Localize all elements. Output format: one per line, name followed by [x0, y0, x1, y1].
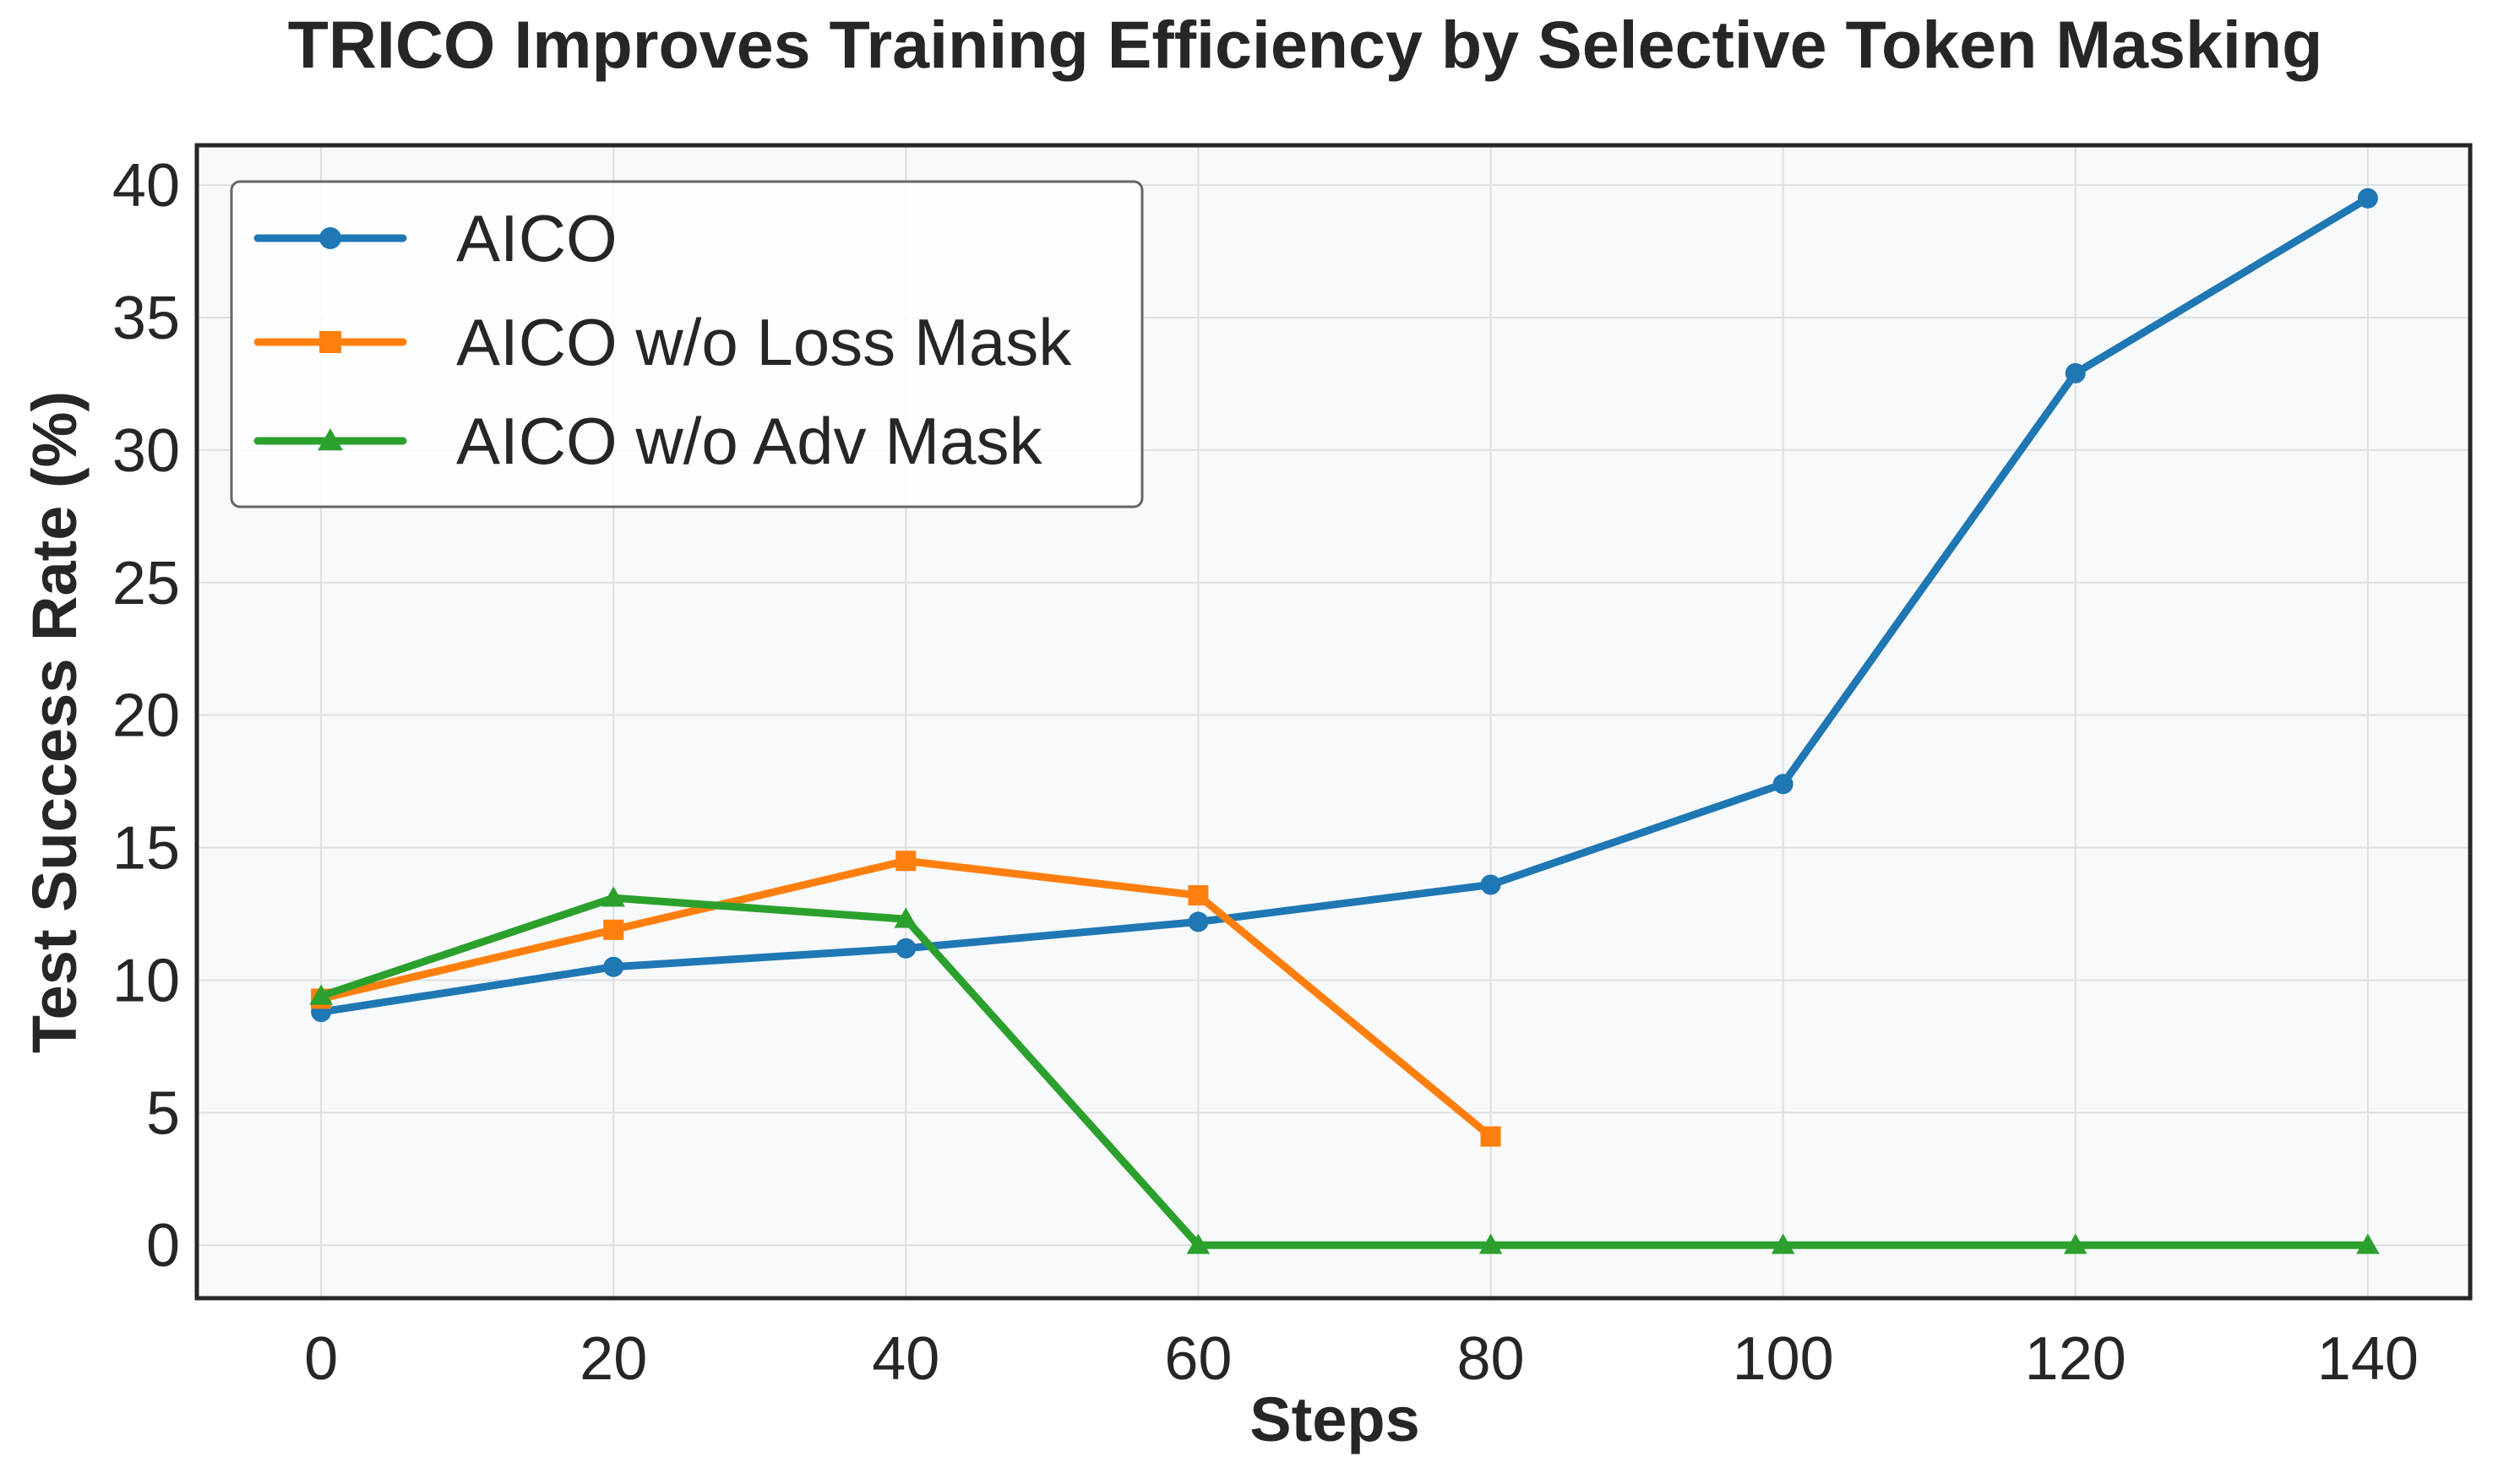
data-point: [1480, 1126, 1501, 1147]
legend-marker: [319, 227, 341, 249]
data-point: [1188, 911, 1209, 932]
legend-label: AICO w/o Adv Mask: [456, 404, 1043, 478]
y-tick-label: 10: [112, 947, 180, 1014]
y-tick-label: 15: [112, 815, 180, 883]
legend-marker: [319, 331, 341, 353]
x-tick-label: 0: [304, 1325, 338, 1393]
y-tick-label: 25: [112, 550, 180, 617]
data-point: [895, 851, 917, 872]
series-3: [309, 886, 2380, 1254]
legend-label: AICO w/o Loss Mask: [456, 305, 1072, 379]
plot-area: 0 20 40 60 80 100 120 1400510152025303540AICOAI…: [112, 143, 2473, 1393]
x-tick-label: 20: [580, 1325, 647, 1393]
data-point: [603, 956, 624, 977]
data-point: [603, 919, 624, 940]
data-point: [2063, 1233, 2087, 1254]
legend: AICO AICO w/o Loss Mask AICO w/o Adv Mask: [230, 180, 1144, 508]
data-point: [2356, 1233, 2380, 1254]
data-point: [895, 938, 917, 959]
y-tick-label: 0: [146, 1212, 180, 1280]
legend-item: AICO w/o Adv Mask: [253, 404, 1043, 478]
y-tick-label: 30: [112, 417, 180, 485]
data-point: [1478, 1233, 1503, 1254]
data-point: [309, 984, 333, 1005]
x-tick-label: 120: [2025, 1325, 2126, 1393]
x-tick-label: 100: [1733, 1325, 1834, 1393]
data-point: [1188, 885, 1209, 906]
y-tick-label: 40: [112, 152, 180, 220]
x-tick-label: 140: [2317, 1325, 2419, 1393]
x-tick-label: 40: [872, 1325, 939, 1393]
series-line: [317, 194, 2372, 1016]
x-tick-label: 80: [1456, 1325, 1524, 1393]
chart-title: TRICO Improves Training Efficiency by Se…: [288, 7, 2323, 82]
legend-item: AICO: [253, 201, 618, 275]
y-tick-label: 20: [112, 682, 180, 750]
y-tick-label: 35: [112, 285, 180, 352]
x-tick-label: 60: [1164, 1325, 1232, 1393]
data-point: [601, 886, 626, 907]
legend-box: [230, 180, 1144, 508]
data-point: [1186, 1233, 1211, 1254]
data-point: [1772, 774, 1794, 795]
legend-marker: [318, 428, 343, 451]
y-axis-label: Test Success Rate (%): [19, 391, 90, 1053]
y-tick-label: 5: [146, 1079, 180, 1147]
data-point: [2065, 362, 2086, 383]
data-point: [894, 907, 918, 928]
data-point: [2357, 188, 2378, 209]
plot-frame: [194, 143, 2473, 1301]
x-axis-label: Steps: [1249, 1384, 1420, 1454]
series-line: [317, 894, 2372, 1249]
legend-label: AICO: [456, 201, 618, 275]
data-point: [1480, 874, 1501, 895]
legend-item: AICO w/o Loss Mask: [253, 305, 1072, 379]
data-point: [1771, 1233, 1795, 1254]
